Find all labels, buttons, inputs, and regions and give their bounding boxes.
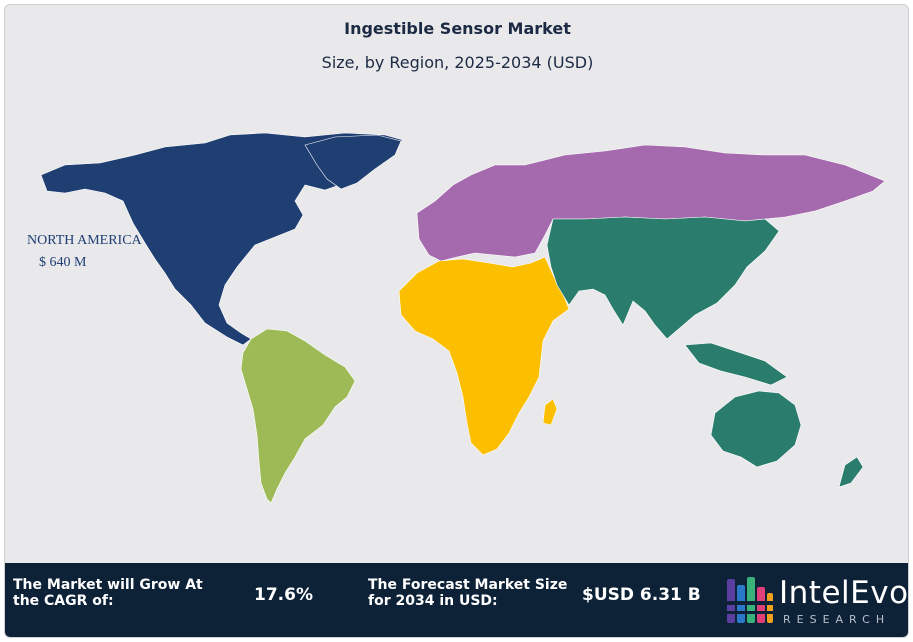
footer-bar: The Market will Grow At the CAGR of: 17.…: [5, 563, 908, 637]
cagr-label: The Market will Grow At the CAGR of:: [13, 577, 203, 609]
map-card: Ingestible Sensor Market Size, by Region…: [4, 4, 909, 638]
region-mea[interactable]: [398, 256, 570, 456]
cagr-value: 17.6%: [254, 585, 313, 605]
map-title: Ingestible Sensor Market: [344, 19, 571, 38]
logo-sub: RESEARCH: [783, 613, 891, 626]
forecast-label: The Forecast Market Size for 2034 in USD…: [368, 577, 568, 609]
world-map: [40, 132, 886, 504]
map-subtitle: Size, by Region, 2025-2034 (USD): [321, 53, 594, 72]
region-north-america[interactable]: [40, 132, 404, 346]
logo-name: IntelEvo: [779, 575, 909, 611]
region-label-name: NORTH AMERICA: [27, 233, 142, 248]
logo-mark-icon: [725, 577, 775, 623]
forecast-value: $USD 6.31 B: [582, 585, 701, 605]
region-label-value: $ 640 M: [39, 255, 87, 270]
intelevo-logo: IntelEvo RESEARCH: [723, 573, 908, 629]
region-europe[interactable]: [416, 144, 886, 262]
region-asia-pacific[interactable]: [546, 216, 864, 488]
region-south-america[interactable]: [240, 328, 356, 504]
